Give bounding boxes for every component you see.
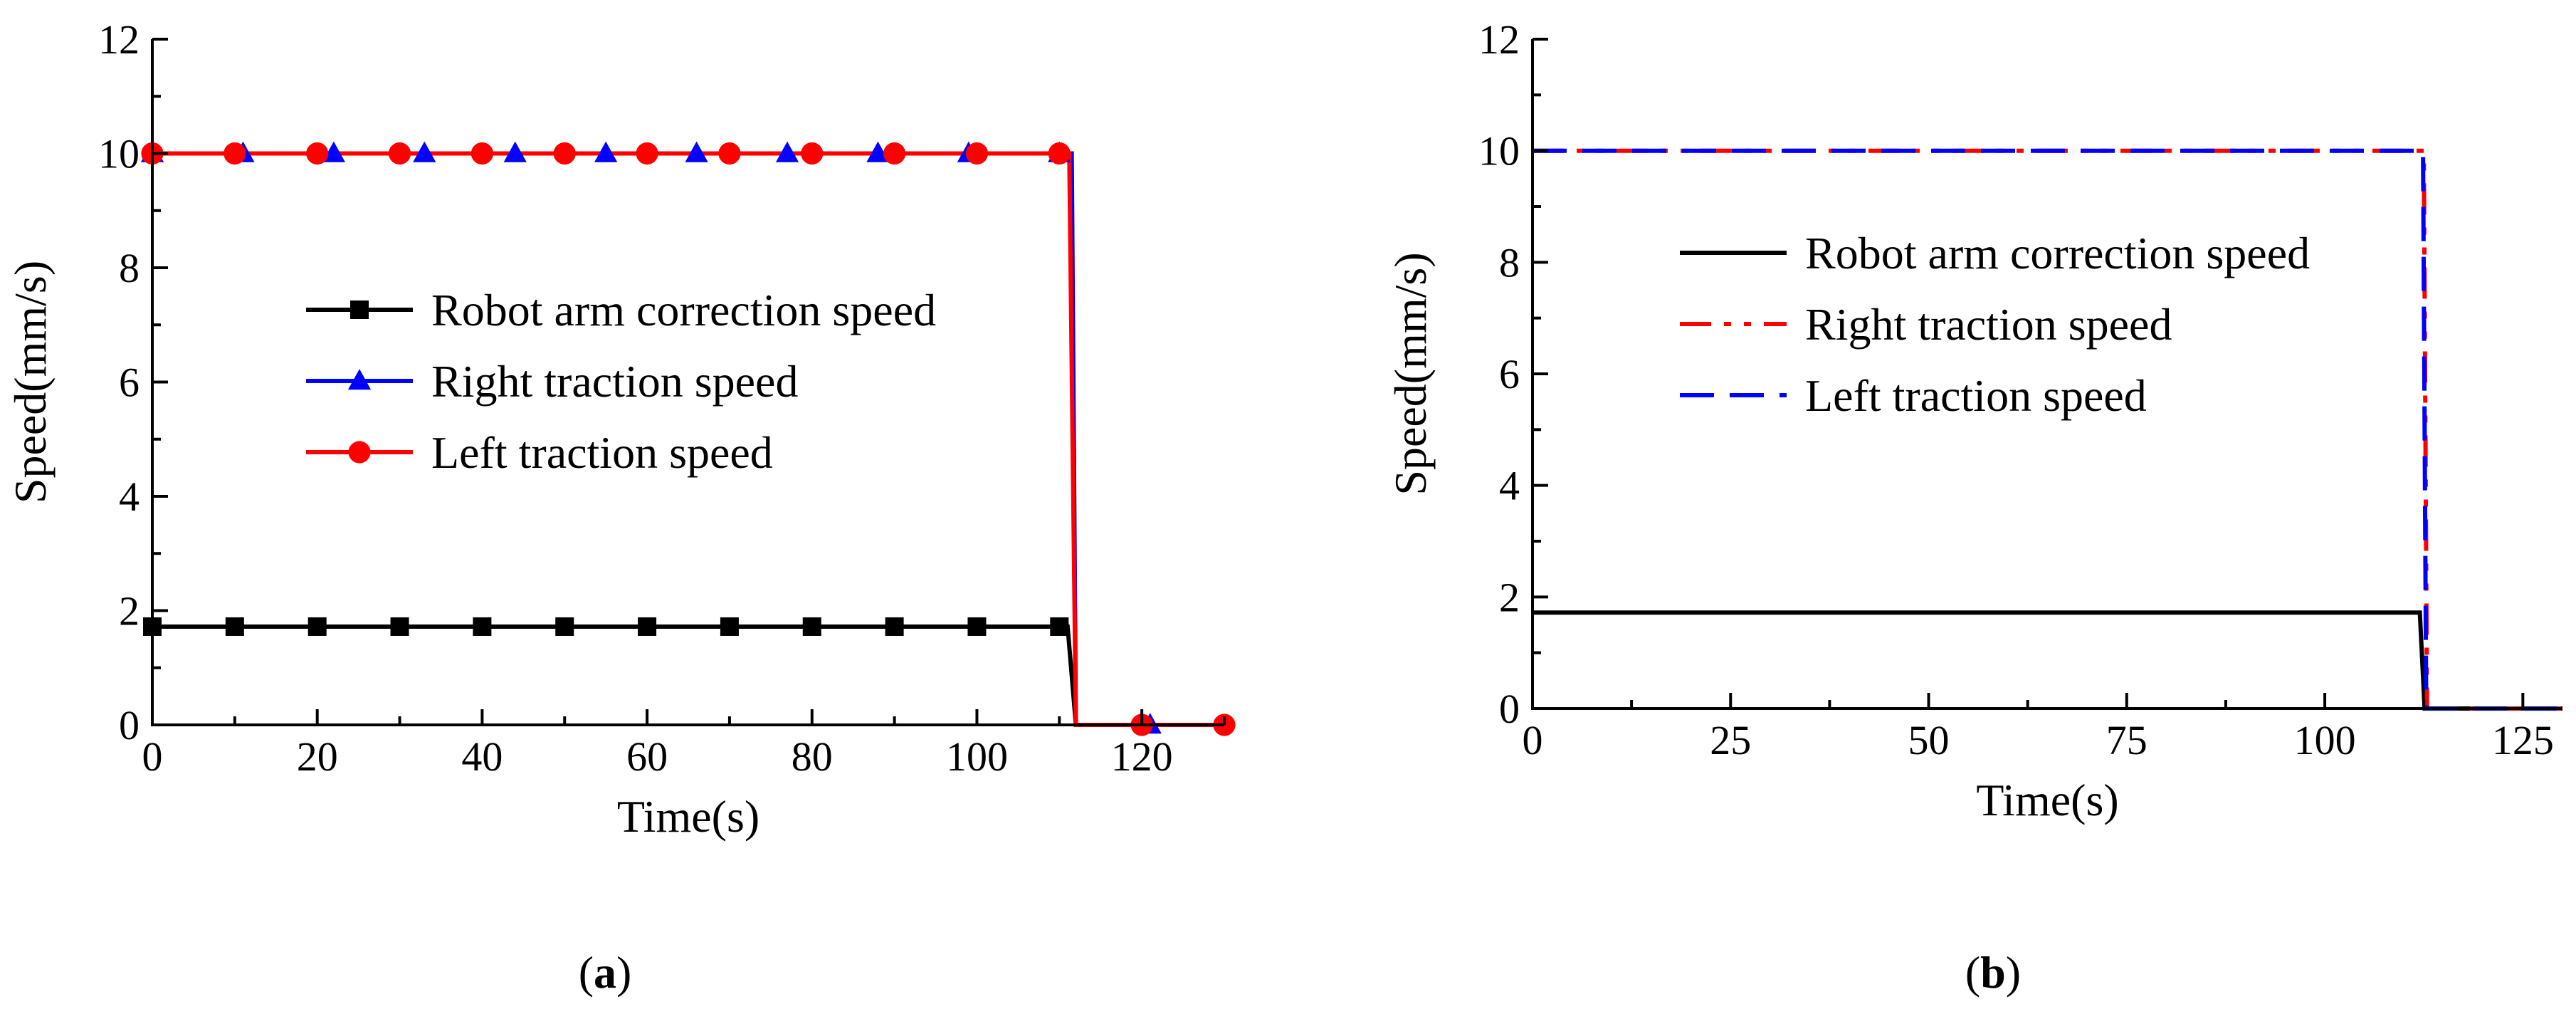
chart-a-series-2-marker-6 (636, 142, 658, 165)
chart-a-series-2-marker-5 (553, 142, 576, 165)
chart-a-legend-marker-2 (348, 441, 371, 464)
panel-label-b: (b) (1965, 947, 2021, 998)
chart-a-ytick-label-3: 6 (119, 360, 140, 406)
chart-a-xtick-label-2: 40 (461, 733, 503, 780)
chart-a-ytick-label-6: 12 (98, 16, 140, 63)
chart-a-series-2-marker-9 (883, 142, 906, 165)
chart-a-series-2-marker-1 (224, 142, 246, 165)
chart-a-series-1-marker-8 (866, 141, 890, 162)
chart-a-ytick-label-5: 10 (98, 131, 140, 177)
chart-a-xlabel: Time(s) (617, 791, 759, 842)
chart-b-xtick-label-2: 50 (1908, 717, 1950, 763)
chart-b-ytick-label-2: 4 (1499, 463, 1520, 509)
chart-a-series-1-marker-7 (775, 141, 799, 162)
chart-b-xtick-label-3: 75 (2106, 717, 2147, 763)
chart-a-legend-label-1: Right traction speed (431, 356, 798, 407)
chart-b-ylabel: Speed(mm/s) (1385, 252, 1436, 495)
chart-a-xtick-label-1: 20 (297, 733, 338, 780)
panel-letter-a: a (594, 947, 616, 998)
panel-label-a: (a) (579, 947, 632, 998)
chart-a-ytick-label-1: 2 (119, 588, 140, 634)
chart-a-series-1-marker-6 (685, 141, 708, 162)
chart-a-series-0-marker-7 (720, 617, 739, 636)
chart-b-xtick-label-4: 100 (2294, 717, 2356, 763)
panel-letter-b: b (1980, 947, 2006, 998)
chart-a-series-1-marker-5 (594, 141, 618, 162)
chart-a-series-0-marker-1 (225, 617, 244, 636)
chart-b-xtick-label-5: 125 (2492, 717, 2554, 763)
chart-a-legend-marker-1 (347, 369, 372, 390)
chart-a-ylabel: Speed(mm/s) (5, 261, 56, 503)
chart-a-series-0-marker-9 (885, 617, 904, 636)
chart-a-series-2-marker-10 (965, 142, 989, 165)
chart-b-ytick-label-5: 10 (1478, 128, 1520, 174)
chart-a-ytick-label-0: 0 (119, 702, 140, 748)
chart-b-ytick-label-4: 8 (1499, 239, 1520, 286)
chart-a-legend-marker-0 (350, 300, 369, 319)
chart-b-ytick-label-0: 0 (1499, 686, 1520, 732)
chart-a-ytick-label-2: 4 (119, 474, 140, 520)
chart-b-legend-label-2: Left traction speed (1805, 370, 2147, 421)
chart-a-xtick-label-3: 60 (626, 733, 668, 780)
chart-b-legend-label-0: Robot arm correction speed (1805, 228, 2310, 278)
chart-a-series-0-marker-3 (390, 617, 409, 636)
chart-a-series-0-marker-2 (307, 617, 327, 636)
chart-a-legend-label-0: Robot arm correction speed (431, 285, 936, 335)
chart-b: 0 2 4 6 8 10 12 0 25 50 75 100 125 Time(s) Speed(mm/s)… (1385, 16, 2562, 825)
chart-a-series-2-marker-2 (306, 142, 329, 165)
chart-a-series-0-marker-10 (967, 617, 987, 636)
chart-b-legend: Robot arm correction speed Right traction… (1680, 228, 2310, 421)
chart-a-xtick-label-4: 80 (792, 733, 833, 780)
chart-a-series-2-marker-3 (388, 142, 411, 165)
chart-b-ytick-label-6: 12 (1478, 16, 1520, 63)
chart-b-series-line-0 (1533, 610, 2562, 711)
chart-a-xtick-label-0: 0 (142, 733, 163, 780)
chart-a-series-0-marker-11 (1050, 617, 1069, 636)
chart-b-xtick-label-0: 0 (1523, 717, 1543, 763)
chart-a-series-2-marker-4 (470, 142, 493, 165)
chart-a-series-1-marker-4 (503, 141, 527, 162)
chart-a-series-2-marker-11 (1048, 142, 1071, 165)
chart-a-series-1-marker-3 (413, 141, 436, 162)
chart-a-ytick-label-4: 8 (119, 245, 140, 291)
chart-b-ytick-label-1: 2 (1499, 574, 1520, 620)
chart-a-series-0-marker-5 (555, 617, 574, 636)
chart-a-xtick-label-6: 120 (1111, 733, 1173, 780)
chart-a-legend-label-2: Left traction speed (431, 427, 773, 478)
chart-a-series-1-marker-2 (322, 141, 345, 162)
chart-b-xlabel: Time(s) (1976, 775, 2118, 825)
chart-a-series-2-marker-7 (718, 142, 741, 165)
chart-a-series-0-marker-8 (802, 617, 821, 636)
chart-a-series-0-marker-6 (638, 617, 657, 636)
chart-a-series-line-0 (152, 624, 1224, 727)
chart-b-xtick-label-1: 25 (1710, 717, 1751, 763)
chart-a-series-2-marker-8 (801, 142, 824, 165)
chart-a-series-0-marker-4 (473, 617, 492, 636)
chart-b-ytick-label-3: 6 (1499, 351, 1520, 397)
chart-a-legend: Robot arm correction speed Right traction… (306, 285, 936, 478)
chart-b-legend-label-1: Right traction speed (1805, 299, 2172, 350)
chart-a-xtick-label-5: 100 (946, 733, 1008, 780)
